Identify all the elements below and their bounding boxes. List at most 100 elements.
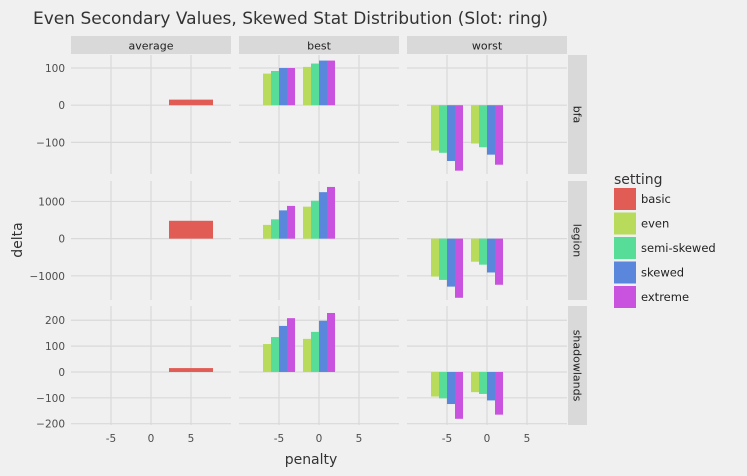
bar-even [431,105,439,151]
legend-label-skewed: skewed [641,266,684,280]
bar-skewed [447,238,455,287]
bar-extreme [287,318,295,372]
bar-skewed [279,68,287,106]
bar-skewed [447,371,455,405]
bar-even [303,338,311,372]
panel-average-shadowlands [71,306,231,425]
bar-semi-skewed [311,200,319,239]
bar-skewed [487,105,495,155]
bar-skewed [487,371,495,401]
facet-strip-bfa [568,55,587,174]
panel-average-legion [71,181,231,300]
legend: setting basic even semi-skewed skewed extrem… [614,172,716,308]
legend-swatch-skewed [614,261,636,284]
bar-even [303,206,311,239]
y-tick-label: 0 [58,234,65,246]
facet-strip-shadowlands [568,306,587,425]
y-tick-label: 200 [45,315,65,327]
bar-extreme [495,371,503,415]
bar-skewed [319,320,327,372]
bar-even [471,238,479,262]
y-tick-label: −1000 [29,271,65,283]
facet-strip-worst [407,36,567,54]
facet-label-legion: legion [571,224,584,258]
facet-label-best: best [307,40,331,53]
panel-average-bfa [71,55,231,174]
panel-best-shadowlands [239,306,399,425]
bar-skewed [319,192,327,239]
bar-semi-skewed [479,238,487,265]
y-tick-label: 100 [45,341,65,353]
bar-even [431,238,439,277]
y-tick-label: −100 [36,393,65,405]
bar-semi-skewed [271,219,279,239]
bar-skewed [447,105,455,161]
bar-extreme [455,238,463,298]
bar-extreme [327,186,335,239]
facet-label-bfa: bfa [571,106,584,124]
panel-best-bfa [239,55,399,174]
panel-worst-legion [407,181,567,300]
x-tick-label: 0 [484,433,491,445]
x-tick-label: 5 [188,433,195,445]
bar-semi-skewed [271,70,279,106]
bar-even [431,371,439,397]
x-tick-label: 5 [356,433,363,445]
chart-title: Even Secondary Values, Skewed Stat Distr… [33,9,548,29]
x-axis-label: penalty [285,452,338,468]
bar-extreme [495,105,503,165]
facet-label-average: average [128,40,173,53]
bar-extreme [455,371,463,419]
bar-skewed [279,325,287,372]
legend-label-basic: basic [641,192,671,206]
bar-even [263,73,271,106]
panel-worst-shadowlands [407,306,567,425]
x-tick-label: 0 [148,433,155,445]
bar-skewed [279,210,287,239]
legend-label-even: even [641,217,669,231]
facet-strip-legion [568,181,587,300]
bar-semi-skewed [311,63,319,106]
y-tick-label: 0 [58,100,65,112]
facet-panels: average best worstbfalegionshadowlands1000… [29,36,587,445]
bar-semi-skewed [439,238,447,280]
bar-even [471,105,479,144]
legend-title: setting [614,172,663,188]
bar-even [263,344,271,372]
y-tick-label: 0 [58,367,65,379]
bar-extreme [455,105,463,171]
y-tick-label: 100 [45,63,65,75]
legend-label-semi-skewed: semi-skewed [641,241,716,255]
bar-semi-skewed [479,371,487,394]
bar-extreme [495,238,503,285]
y-axis-label: delta [10,222,26,257]
facet-strip-average [71,36,231,54]
bar-semi-skewed [271,337,279,372]
bar-extreme [287,68,295,106]
legend-swatch-extreme [614,286,636,308]
x-tick-label: -5 [106,433,116,445]
bar-basic [169,99,213,106]
y-tick-label: 1000 [38,196,65,208]
facet-label-worst: worst [472,40,503,53]
y-tick-label: −100 [36,137,65,149]
bar-extreme [327,60,335,106]
facet-label-shadowlands: shadowlands [571,330,584,402]
bar-semi-skewed [439,105,447,153]
bar-even [471,371,479,393]
bar-semi-skewed [479,105,487,148]
bar-skewed [487,238,495,273]
bar-even [303,66,311,106]
x-tick-label: -5 [274,433,284,445]
bar-even [263,224,271,239]
legend-swatch-semi-skewed [614,237,636,259]
x-tick-label: 0 [316,433,323,445]
facet-strip-best [239,36,399,54]
x-tick-label: 5 [524,433,531,445]
panel-best-legion [239,181,399,300]
y-tick-label: −200 [36,419,65,431]
bar-extreme [327,312,335,372]
panel-worst-bfa [407,55,567,174]
bar-basic [169,368,213,372]
